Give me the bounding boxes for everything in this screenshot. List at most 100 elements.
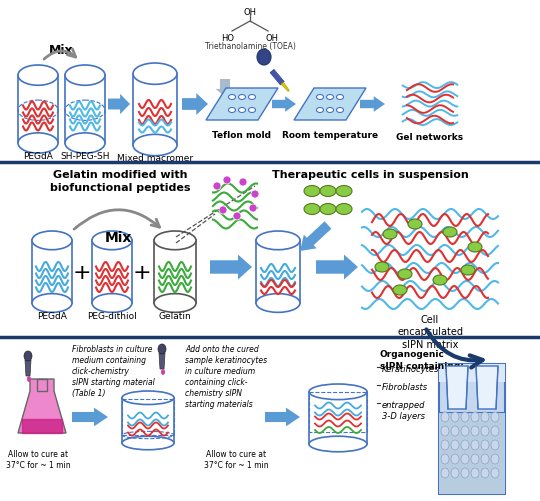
Bar xyxy=(439,412,505,494)
Text: Mix: Mix xyxy=(104,230,132,244)
Ellipse shape xyxy=(408,219,422,229)
Ellipse shape xyxy=(481,412,489,422)
Ellipse shape xyxy=(461,468,469,478)
Circle shape xyxy=(233,212,241,220)
Polygon shape xyxy=(476,366,498,409)
Ellipse shape xyxy=(336,108,343,113)
Text: +: + xyxy=(73,263,91,283)
Ellipse shape xyxy=(393,286,407,296)
Ellipse shape xyxy=(256,231,300,250)
Ellipse shape xyxy=(320,204,336,215)
Ellipse shape xyxy=(481,440,489,450)
Ellipse shape xyxy=(471,454,479,464)
Ellipse shape xyxy=(441,440,449,450)
FancyArrowPatch shape xyxy=(427,330,483,368)
Bar xyxy=(92,241,132,304)
Ellipse shape xyxy=(154,294,196,313)
Ellipse shape xyxy=(461,266,475,276)
Text: Therapeutic cells in suspension: Therapeutic cells in suspension xyxy=(272,170,468,180)
Text: OH: OH xyxy=(266,34,279,43)
Bar xyxy=(65,76,105,144)
Ellipse shape xyxy=(316,108,323,113)
Polygon shape xyxy=(281,83,289,92)
Ellipse shape xyxy=(461,454,469,464)
FancyArrowPatch shape xyxy=(74,210,159,229)
Ellipse shape xyxy=(336,204,352,215)
Ellipse shape xyxy=(133,135,177,156)
Polygon shape xyxy=(265,408,300,426)
Ellipse shape xyxy=(316,95,323,100)
Circle shape xyxy=(251,190,259,198)
Ellipse shape xyxy=(441,412,449,422)
Text: Cell
encapsulated
sIPN matrix: Cell encapsulated sIPN matrix xyxy=(397,314,463,349)
Polygon shape xyxy=(210,255,252,280)
Ellipse shape xyxy=(18,134,58,154)
Ellipse shape xyxy=(481,468,489,478)
Ellipse shape xyxy=(336,95,343,100)
Text: Allow to cure at
37°C for ~ 1 min: Allow to cure at 37°C for ~ 1 min xyxy=(204,449,268,469)
Ellipse shape xyxy=(471,412,479,422)
Ellipse shape xyxy=(228,95,235,100)
Ellipse shape xyxy=(92,294,132,313)
Bar xyxy=(154,241,196,304)
Text: Gel networks: Gel networks xyxy=(396,133,463,142)
Text: Gelatin modified with
biofunctional peptides: Gelatin modified with biofunctional pept… xyxy=(50,170,190,193)
Text: Keratinocytes: Keratinocytes xyxy=(382,364,440,373)
Ellipse shape xyxy=(451,454,459,464)
Ellipse shape xyxy=(471,468,479,478)
Ellipse shape xyxy=(481,426,489,436)
Ellipse shape xyxy=(239,95,246,100)
Text: Triethanolamine (TOEA): Triethanolamine (TOEA) xyxy=(205,42,295,51)
Ellipse shape xyxy=(309,384,367,400)
Text: +: + xyxy=(133,263,151,283)
Polygon shape xyxy=(206,89,278,121)
Ellipse shape xyxy=(228,108,235,113)
Ellipse shape xyxy=(451,426,459,436)
Text: PEGdA: PEGdA xyxy=(23,152,53,161)
Polygon shape xyxy=(446,366,468,409)
Bar xyxy=(32,241,72,304)
Ellipse shape xyxy=(491,454,499,464)
Ellipse shape xyxy=(491,426,499,436)
Ellipse shape xyxy=(154,231,196,250)
Ellipse shape xyxy=(133,64,177,85)
Polygon shape xyxy=(316,255,358,280)
Circle shape xyxy=(249,204,257,212)
Text: Mixed macromer: Mixed macromer xyxy=(117,154,193,163)
Ellipse shape xyxy=(327,95,334,100)
Ellipse shape xyxy=(248,108,255,113)
Ellipse shape xyxy=(461,426,469,436)
Ellipse shape xyxy=(336,186,352,197)
Ellipse shape xyxy=(468,242,482,253)
Ellipse shape xyxy=(375,263,389,273)
Bar xyxy=(122,399,174,435)
Ellipse shape xyxy=(433,276,447,286)
Ellipse shape xyxy=(320,186,336,197)
Polygon shape xyxy=(360,97,385,113)
Text: Add onto the cured
sample keratinocytes
in culture medium
containing click-
chem: Add onto the cured sample keratinocytes … xyxy=(185,344,267,409)
Ellipse shape xyxy=(304,204,320,215)
Text: Allow to cure at
37°C for ~ 1 min: Allow to cure at 37°C for ~ 1 min xyxy=(6,449,70,469)
Ellipse shape xyxy=(443,227,457,237)
Polygon shape xyxy=(215,80,234,98)
Polygon shape xyxy=(25,360,31,376)
Ellipse shape xyxy=(18,66,58,86)
Bar xyxy=(439,364,505,382)
Ellipse shape xyxy=(441,454,449,464)
Bar xyxy=(133,75,177,146)
Ellipse shape xyxy=(65,66,105,86)
Ellipse shape xyxy=(161,369,165,375)
Ellipse shape xyxy=(304,186,320,197)
Ellipse shape xyxy=(383,229,397,239)
Circle shape xyxy=(219,206,227,214)
Polygon shape xyxy=(182,94,208,116)
Ellipse shape xyxy=(65,134,105,154)
Ellipse shape xyxy=(327,108,334,113)
Circle shape xyxy=(239,179,247,187)
Ellipse shape xyxy=(461,440,469,450)
Text: Mix: Mix xyxy=(49,44,73,57)
Text: Fibroblasts in culture
medium containing
click-chemistry
sIPN starting material
: Fibroblasts in culture medium containing… xyxy=(72,344,155,398)
Circle shape xyxy=(223,177,231,185)
Ellipse shape xyxy=(257,50,271,66)
Text: Room temperature: Room temperature xyxy=(282,131,378,140)
